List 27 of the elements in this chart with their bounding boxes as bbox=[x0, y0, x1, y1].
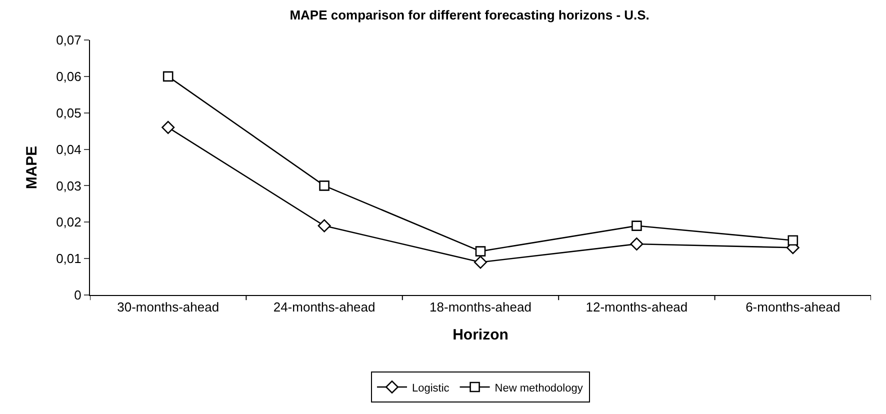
x-tick-label: 18-months-ahead bbox=[430, 300, 532, 315]
point bbox=[318, 219, 331, 232]
x-tick-label: 12-months-ahead bbox=[586, 300, 688, 315]
y-tick-label: 0 bbox=[74, 288, 82, 303]
y-axis-title: MAPE bbox=[23, 146, 40, 190]
point bbox=[475, 246, 486, 256]
legend-label: Logistic bbox=[412, 382, 450, 394]
x-tick-label: 24-months-ahead bbox=[273, 300, 376, 315]
y-tick-label: 0,03 bbox=[56, 178, 82, 194]
y-tick-label: 0,07 bbox=[56, 32, 82, 48]
y-tick-label: 0,06 bbox=[56, 68, 82, 84]
x-axis-title: Horizon bbox=[452, 326, 508, 344]
x-tick-label: 6-months-ahead bbox=[746, 300, 840, 315]
point bbox=[319, 180, 330, 191]
chart-title: MAPE comparison for different forecasting horizons - U.S. bbox=[290, 7, 650, 22]
point bbox=[474, 256, 487, 269]
point bbox=[788, 235, 798, 246]
legend-label: New methodology bbox=[494, 382, 584, 394]
y-tick-label: 0,01 bbox=[56, 251, 82, 266]
x-tick-label: 30-months-ahead bbox=[117, 300, 220, 315]
y-tick-label: 0,02 bbox=[56, 214, 82, 230]
y-tick-label: 0,04 bbox=[56, 142, 82, 157]
point bbox=[632, 220, 642, 231]
point bbox=[162, 120, 175, 134]
point bbox=[630, 238, 644, 250]
point bbox=[162, 71, 174, 82]
y-tick-label: 0,05 bbox=[56, 105, 82, 120]
